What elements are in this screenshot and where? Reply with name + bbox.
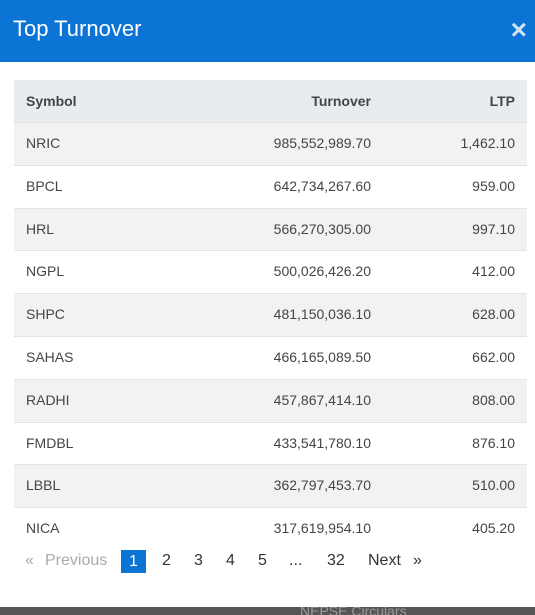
table-cell: 808.00 (472, 391, 515, 408)
table-row (14, 293, 527, 337)
table-row (14, 378, 527, 422)
modal-header (0, 0, 535, 62)
table-cell: SHPC (26, 306, 65, 323)
table-cell: NICA (26, 520, 60, 537)
table-cell: 1,462.10 (460, 135, 516, 151)
table-cell: 985,552,989.70 (273, 135, 371, 151)
close-button[interactable]: × (510, 14, 527, 45)
pagination-prev[interactable]: Previous (45, 552, 108, 569)
table-cell: 500,026,426.20 (273, 263, 371, 280)
table-row (14, 164, 527, 208)
table-cell: 317,619,954.10 (273, 520, 371, 537)
pagination-page[interactable]: 5 (258, 552, 267, 569)
table-row (14, 507, 527, 551)
table-cell: RADHI (26, 391, 70, 408)
table-row (14, 207, 527, 251)
table-cell: FMDBL (26, 434, 74, 451)
table-cell: 642,734,267.60 (273, 177, 371, 194)
table-row (14, 336, 527, 379)
column-header: Turnover (311, 93, 371, 109)
background-strip: NEPSE Circulars (0, 607, 535, 615)
table-cell: 662.00 (472, 349, 515, 365)
table-cell: SAHAS (26, 349, 74, 365)
table-cell: 412.00 (472, 263, 515, 280)
pagination-prev-arrow[interactable]: « (25, 552, 34, 569)
table-cell: BPCL (26, 177, 63, 194)
pagination-page[interactable]: ... (289, 552, 303, 569)
column-header: LTP (489, 93, 515, 109)
table-cell: NRIC (26, 135, 61, 151)
column-header: Symbol (26, 93, 77, 109)
table-cell: 466,165,089.50 (273, 349, 371, 365)
table-cell: 405.20 (472, 520, 515, 537)
table-cell: 457,867,414.10 (273, 391, 371, 408)
table-header (14, 80, 527, 123)
pagination-page[interactable]: 4 (226, 552, 235, 569)
table-cell: 997.10 (472, 220, 515, 237)
pagination-next-arrow[interactable]: » (413, 552, 422, 569)
table-cell: 876.10 (472, 434, 515, 451)
pagination-page[interactable]: 2 (162, 552, 171, 569)
pagination-page[interactable]: 32 (327, 552, 345, 569)
table-cell: LBBL (26, 477, 61, 494)
table-cell: 510.00 (472, 477, 515, 494)
table-row (14, 421, 527, 465)
table-cell: 481,150,036.10 (273, 306, 371, 323)
background-text: NEPSE Circulars (300, 607, 407, 615)
table-row (14, 250, 527, 294)
table-cell: 959.00 (472, 177, 515, 194)
table-row (14, 464, 527, 508)
table-row (14, 122, 527, 165)
pagination-next[interactable]: Next (368, 552, 401, 569)
table-cell: 362,797,453.70 (273, 477, 371, 494)
pagination-page[interactable]: 3 (194, 552, 203, 569)
table-cell: 433,541,780.10 (273, 434, 371, 451)
pagination-page[interactable]: 1 (121, 550, 146, 573)
modal-title: Top Turnover (13, 16, 142, 41)
table-cell: HRL (26, 220, 55, 237)
table-cell: NGPL (26, 263, 65, 280)
table-cell: 566,270,305.00 (273, 220, 371, 237)
table-cell: 628.00 (472, 306, 515, 323)
